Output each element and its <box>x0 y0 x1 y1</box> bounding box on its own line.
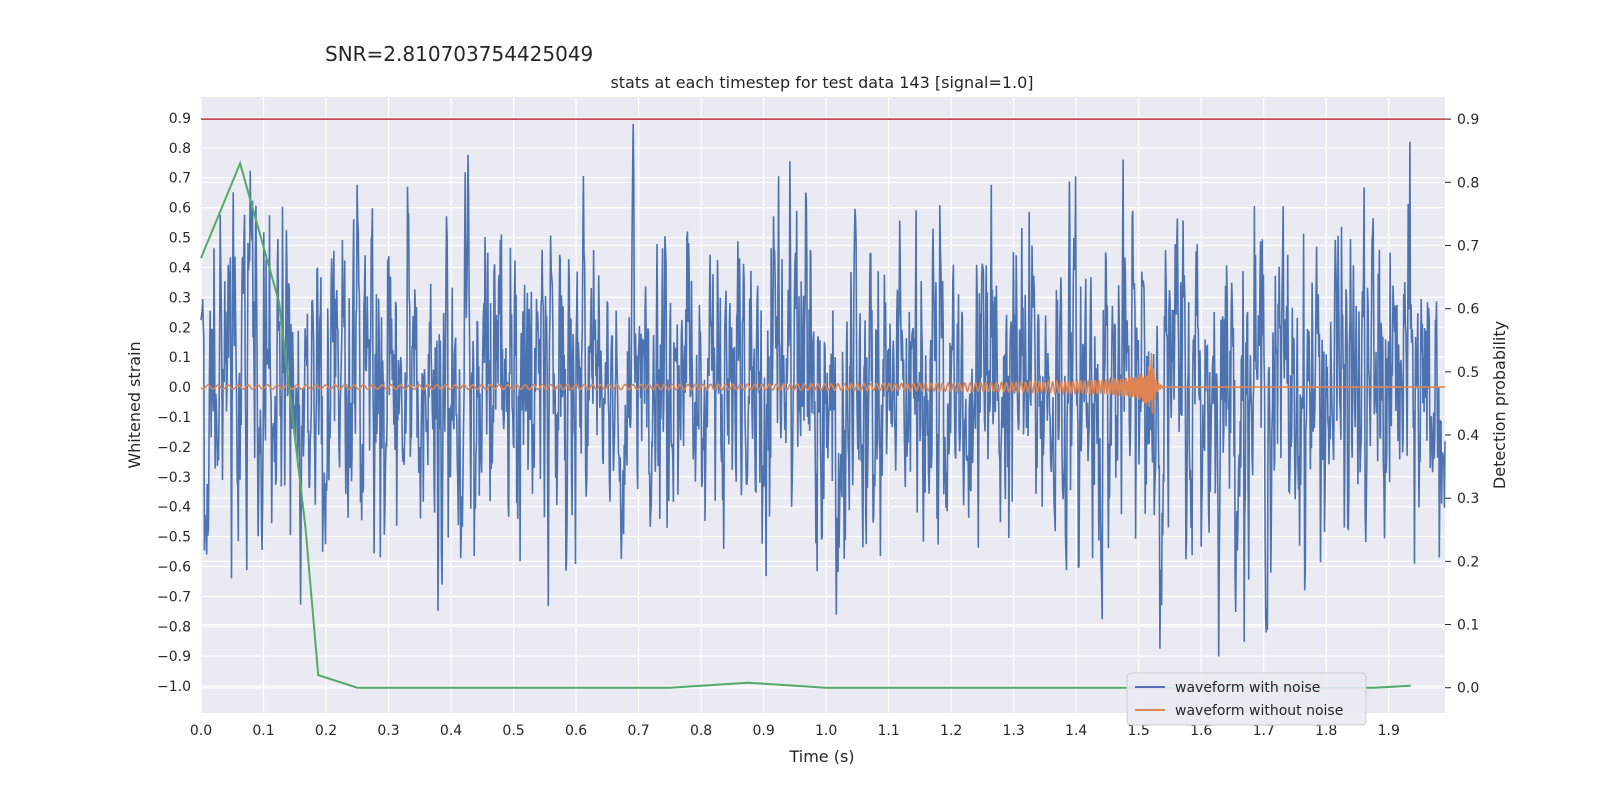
series-waveform-without-noise <box>200 352 1445 414</box>
y-tick-label: −0.2 <box>157 440 191 456</box>
y2-tick-label: 0.9 <box>1457 112 1479 128</box>
x-tick-label: 0.1 <box>252 723 274 739</box>
x-tick-label: 1.6 <box>1190 723 1212 739</box>
y-tick-label: −0.7 <box>157 589 191 605</box>
y-tick-label: −0.3 <box>157 470 191 486</box>
legend-label: waveform with noise <box>1175 680 1320 696</box>
y-tick-label: 0.1 <box>169 350 191 366</box>
x-tick-label: 0.9 <box>752 723 774 739</box>
y-tick-label: 0.6 <box>169 201 191 217</box>
x-tick-label: 0.2 <box>315 723 337 739</box>
y-tick-label: −0.1 <box>157 410 191 426</box>
y2-tick-label: 0.4 <box>1457 428 1479 444</box>
y2-tick-label: 0.2 <box>1457 554 1479 570</box>
y2-tick-label: 0.5 <box>1457 365 1479 381</box>
x-tick-label: 0.6 <box>565 723 587 739</box>
chart-title: stats at each timestep for test data 143… <box>610 73 1033 92</box>
x-tick-label: 0.4 <box>440 723 462 739</box>
x-axis-label: Time (s) <box>788 747 854 766</box>
y2-tick-label: 0.8 <box>1457 175 1479 191</box>
waveform-without-noise-line <box>200 352 1445 414</box>
y2-tick-label: 0.6 <box>1457 302 1479 318</box>
x-tick-label: 0.8 <box>690 723 712 739</box>
y-tick-label: 0.8 <box>169 141 191 157</box>
y-tick-label: −1.0 <box>157 679 191 695</box>
legend: waveform with noise waveform without nois… <box>1126 672 1367 726</box>
y-axis-label: Whitened strain <box>125 341 144 468</box>
y-axis-ticks: 0.9 0.8 0.7 0.6 0.5 0.4 0.3 0.2 0.1 0.0 −0.1 −0.2 −0… <box>157 111 191 695</box>
x-axis-ticks: 0.0 0.1 0.2 0.3 0.4 0.5 0.6 0.7 0.8 0.9 1.0 1.1 1.2 1… <box>190 723 1400 739</box>
y-tick-label: −0.4 <box>157 500 191 516</box>
x-tick-label: 1.9 <box>1378 723 1400 739</box>
x-tick-label: 0.3 <box>377 723 399 739</box>
y2-tick-label: 0.0 <box>1457 681 1479 697</box>
y-tick-label: 0.4 <box>169 260 191 276</box>
y-tick-label: 0.2 <box>169 320 191 336</box>
y-tick-label: 0.9 <box>169 111 191 127</box>
x-tick-label: 1.4 <box>1065 723 1087 739</box>
y-tick-label: −0.6 <box>157 559 191 575</box>
y2-tick-label: 0.7 <box>1457 238 1479 254</box>
legend-label: waveform without noise <box>1175 703 1343 719</box>
y2-tick-label: 0.3 <box>1457 491 1479 507</box>
waveform-with-noise-line <box>200 123 1446 657</box>
legend-box <box>1126 672 1367 726</box>
x-tick-label: 1.1 <box>878 723 900 739</box>
x-tick-label: 1.2 <box>940 723 962 739</box>
y-tick-label: 0.5 <box>169 231 191 247</box>
y-tick-label: −0.8 <box>157 619 191 635</box>
x-tick-label: 1.7 <box>1253 723 1275 739</box>
suptitle: SNR=2.810703754425049 <box>325 42 593 66</box>
y-tick-label: 0.3 <box>169 290 191 306</box>
y2-axis-label: Detection probability <box>1490 321 1509 489</box>
x-tick-label: 0.7 <box>627 723 649 739</box>
series-waveform-with-noise <box>200 123 1446 657</box>
y-tick-label: 0.7 <box>169 171 191 187</box>
x-tick-label: 0.0 <box>190 723 212 739</box>
y-tick-label: −0.9 <box>157 649 191 665</box>
y2-axis-ticks: 0.9 0.8 0.7 0.6 0.5 0.4 0.3 0.2 0.1 0.0 <box>1445 112 1479 697</box>
y-tick-label: −0.5 <box>157 530 191 546</box>
y-tick-label: 0.0 <box>169 380 191 396</box>
x-tick-label: 1.5 <box>1128 723 1150 739</box>
x-tick-label: 1.8 <box>1315 723 1337 739</box>
x-tick-label: 1.0 <box>815 723 837 739</box>
x-tick-label: 0.5 <box>502 723 524 739</box>
x-tick-label: 1.3 <box>1003 723 1025 739</box>
y2-tick-label: 0.1 <box>1457 618 1479 634</box>
